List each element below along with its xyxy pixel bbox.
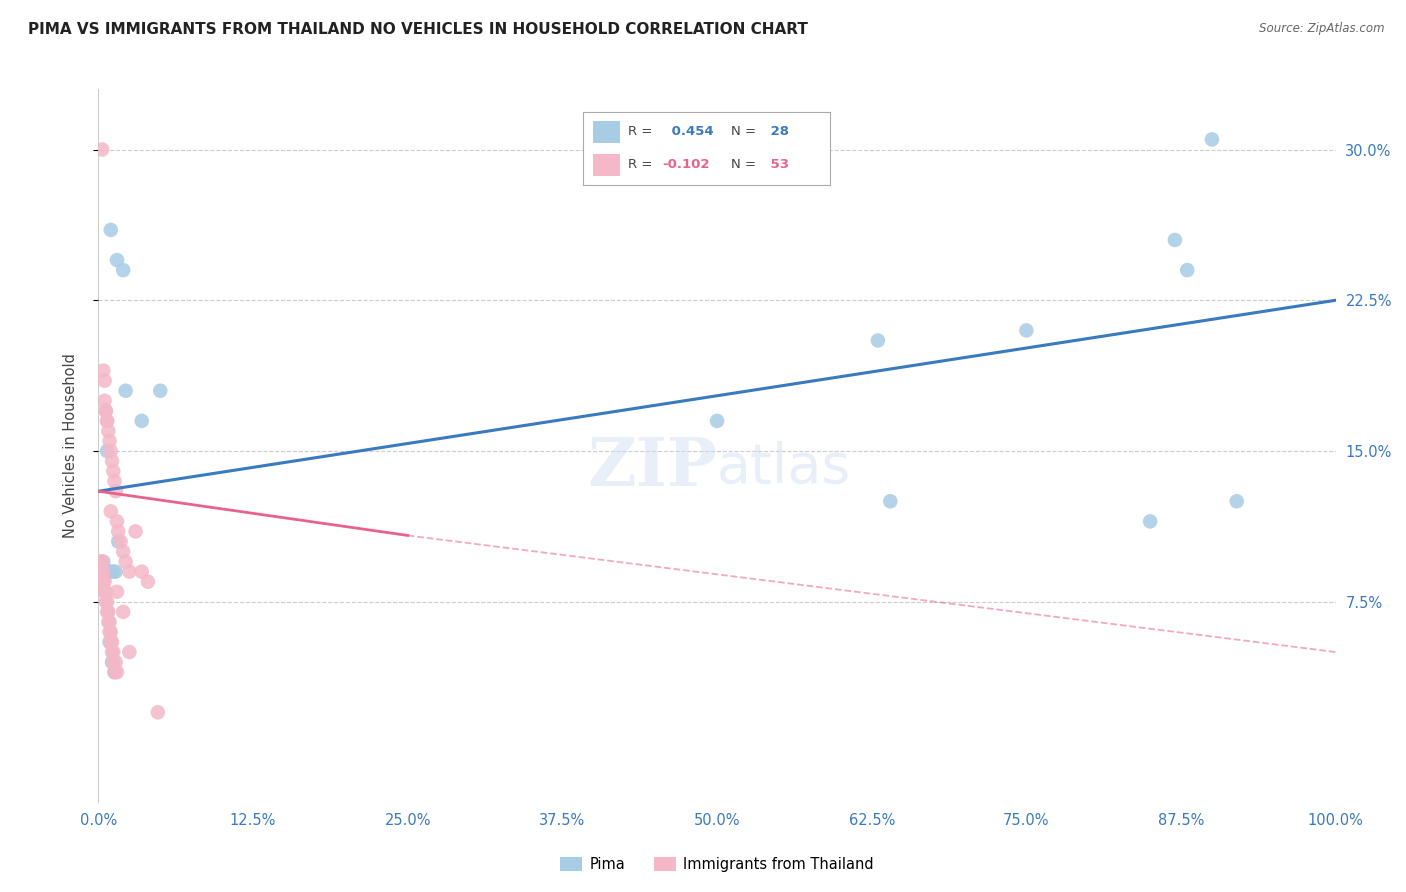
Point [94,565,117,579]
Point [103,474,125,488]
Point [105,665,128,680]
Point [131,565,153,579]
Point [100,444,122,458]
Point [124,524,146,539]
Text: atlas: atlas [717,441,852,494]
FancyBboxPatch shape [593,154,620,176]
Text: -0.102: -0.102 [662,159,710,171]
Text: N =: N = [731,159,756,171]
Point [118,645,141,659]
Point [101,655,124,669]
Point [98,624,121,639]
Point [118,565,141,579]
Point [93,393,115,408]
Point [105,253,128,268]
Point [103,665,125,680]
Point [96,595,118,609]
Point [91,555,114,569]
Point [1164,233,1187,247]
Point [104,484,127,499]
Point [131,414,153,428]
Point [94,404,117,418]
Point [104,655,127,669]
Point [94,404,117,418]
Point [100,565,122,579]
Point [110,534,132,549]
Point [98,635,121,649]
Point [879,494,901,508]
Point [1139,515,1161,529]
Point [93,574,115,589]
Point [93,584,115,599]
FancyBboxPatch shape [593,121,620,143]
Point [1201,132,1223,146]
Text: 0.454: 0.454 [668,126,714,138]
Legend: Pima, Immigrants from Thailand: Pima, Immigrants from Thailand [554,851,880,878]
Point [105,515,128,529]
Y-axis label: No Vehicles in Household: No Vehicles in Household [63,353,77,539]
Point [103,655,125,669]
Point [96,414,118,428]
Point [93,565,115,579]
Point [96,414,118,428]
Point [91,565,114,579]
Point [91,565,114,579]
Point [100,223,122,237]
Point [112,263,135,277]
Point [114,555,136,569]
Point [100,624,122,639]
Point [91,143,114,157]
Text: R =: R = [627,126,652,138]
Point [94,584,117,599]
Point [101,635,124,649]
Point [96,605,118,619]
Point [90,555,112,569]
Point [101,645,124,659]
Text: 28: 28 [765,126,789,138]
Point [1175,263,1198,277]
Point [97,424,120,438]
Text: ZIP: ZIP [588,435,717,500]
Text: R =: R = [627,159,652,171]
Point [93,363,115,377]
Point [149,384,172,398]
Point [98,615,121,629]
Point [706,414,728,428]
Text: N =: N = [731,126,756,138]
Point [107,534,129,549]
Text: Source: ZipAtlas.com: Source: ZipAtlas.com [1260,22,1385,36]
Point [93,565,115,579]
Point [98,434,121,448]
Point [112,544,135,558]
Point [103,665,125,680]
Point [104,565,127,579]
Point [94,595,117,609]
Point [107,524,129,539]
Point [100,635,122,649]
Point [101,454,124,468]
Point [97,565,120,579]
Point [866,334,889,348]
Point [97,605,120,619]
Point [93,574,115,589]
Point [112,605,135,619]
Point [1226,494,1249,508]
Point [114,384,136,398]
Point [105,584,128,599]
Point [103,645,125,659]
Point [103,464,125,478]
Point [146,706,169,720]
Point [93,555,115,569]
Point [1015,323,1038,337]
Point [103,565,125,579]
Point [93,374,115,388]
Point [96,444,118,458]
Point [136,574,159,589]
Text: PIMA VS IMMIGRANTS FROM THAILAND NO VEHICLES IN HOUSEHOLD CORRELATION CHART: PIMA VS IMMIGRANTS FROM THAILAND NO VEHI… [28,22,808,37]
Point [97,615,120,629]
Text: 53: 53 [765,159,789,171]
Point [100,504,122,518]
